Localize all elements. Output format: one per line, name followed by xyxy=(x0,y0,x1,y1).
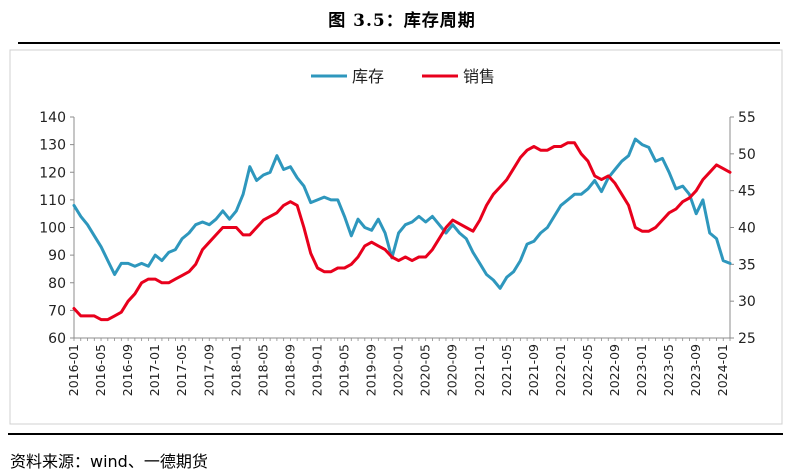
y-right-tick-label: 55 xyxy=(738,110,756,126)
series-line-inventory xyxy=(72,137,732,290)
y-left-tick-label: 140 xyxy=(39,110,66,126)
x-tick-label: 2023-01 xyxy=(634,344,649,396)
title-rule xyxy=(18,42,780,44)
y-right-tick-label: 40 xyxy=(738,221,756,237)
x-tick-label: 2016-09 xyxy=(120,344,135,396)
x-tick-label: 2017-01 xyxy=(147,344,162,396)
y-left-tick-label: 60 xyxy=(48,331,66,347)
legend-label-sales: 销售 xyxy=(463,67,495,86)
x-tick-label: 2018-09 xyxy=(282,344,297,396)
y-left-tick-label: 70 xyxy=(48,303,66,319)
x-tick-label: 2020-05 xyxy=(418,344,433,396)
axes: 60 70 80 90 100 110 120 130 140 25 30 35 40 45 50 55 201… xyxy=(39,110,756,396)
source-rule xyxy=(8,433,783,435)
x-tick-label: 2017-05 xyxy=(174,344,189,396)
x-tick-label: 2023-09 xyxy=(688,344,703,396)
series-layer xyxy=(72,137,732,322)
y-right-tick-label: 45 xyxy=(738,184,756,200)
x-tick-label: 2017-09 xyxy=(201,344,216,396)
y-left-tick-label: 90 xyxy=(48,248,66,264)
x-tick-label: 2016-01 xyxy=(66,344,81,396)
x-tick-label: 2019-09 xyxy=(364,344,379,396)
figure-title: 图 3.5：库存周期 xyxy=(328,11,476,31)
x-tick-label: 2018-05 xyxy=(255,344,270,396)
x-tick-label: 2022-05 xyxy=(580,344,595,396)
y-right-tick-label: 35 xyxy=(738,257,756,273)
x-tick-label: 2021-05 xyxy=(499,344,514,396)
y-left-tick-label: 80 xyxy=(48,276,66,292)
legend-label-inventory: 库存 xyxy=(352,67,384,86)
x-tick-label: 2016-05 xyxy=(93,344,108,396)
series-line-sales xyxy=(72,141,732,322)
y-left-tick-label: 120 xyxy=(39,165,66,181)
y-left-tick-label: 110 xyxy=(39,193,66,209)
y-right-tick-label: 50 xyxy=(738,147,756,163)
x-tick-label: 2020-01 xyxy=(391,344,406,396)
x-tick-label: 2021-01 xyxy=(472,344,487,396)
x-tick-label: 2024-01 xyxy=(715,344,730,396)
x-tick-label: 2019-05 xyxy=(337,344,352,396)
x-tick-label: 2018-01 xyxy=(228,344,243,396)
source-note: 资料来源：wind、一德期货 xyxy=(10,452,208,471)
x-tick-label: 2020-09 xyxy=(445,344,460,396)
x-tick-label: 2022-09 xyxy=(607,344,622,396)
y-left-tick-label: 130 xyxy=(39,138,66,154)
y-right-tick-label: 30 xyxy=(738,294,756,310)
x-tick-label: 2023-05 xyxy=(661,344,676,396)
x-tick-label: 2021-09 xyxy=(526,344,541,396)
y-right-tick-label: 25 xyxy=(738,331,756,347)
y-left-tick-label: 100 xyxy=(39,221,66,237)
x-tick-label: 2022-01 xyxy=(553,344,568,396)
x-tick-label: 2019-01 xyxy=(309,344,324,396)
legend: 库存 销售 xyxy=(311,67,495,86)
